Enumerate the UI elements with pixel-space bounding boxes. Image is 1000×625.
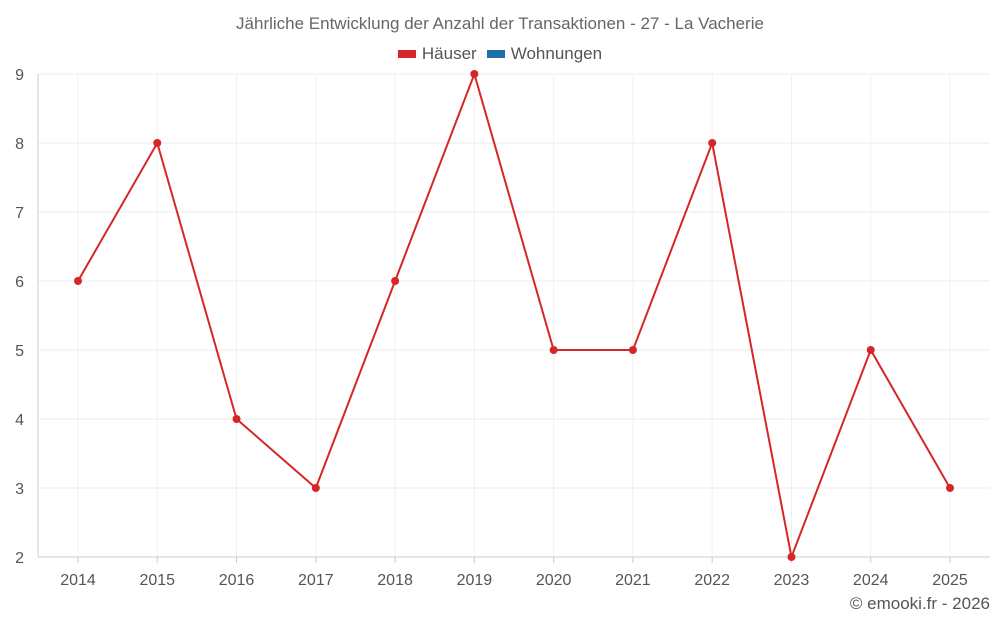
- chart-title: Jährliche Entwicklung der Anzahl der Tra…: [236, 14, 764, 33]
- x-tick-label: 2021: [615, 572, 651, 589]
- y-tick-label: 5: [15, 343, 24, 360]
- data-point: [946, 484, 954, 492]
- x-tick-label: 2020: [536, 572, 572, 589]
- credit-text: © emooki.fr - 2026: [849, 594, 990, 613]
- data-point: [866, 346, 875, 354]
- y-tick-label: 9: [15, 67, 24, 84]
- legend-swatch-haeuser: [397, 50, 416, 58]
- x-tick-label: 2017: [298, 572, 334, 589]
- legend: Häuser Wohnungen: [0, 44, 1000, 64]
- data-point: [549, 346, 558, 354]
- data-point: [232, 415, 241, 423]
- y-tick-label: 2: [15, 550, 24, 567]
- x-tick-label: 2025: [932, 572, 968, 589]
- legend-label-haeuser: Häuser: [421, 44, 477, 63]
- data-point: [153, 139, 162, 147]
- data-point: [628, 346, 637, 354]
- y-tick-label: 4: [15, 412, 24, 429]
- legend-item-haeuser[interactable]: Häuser: [397, 44, 477, 64]
- legend-label-wohnungen: Wohnungen: [510, 44, 603, 63]
- x-tick-label: 2024: [853, 572, 889, 589]
- x-tick-label: 2019: [457, 572, 493, 589]
- data-point: [787, 553, 796, 561]
- x-tick-label: 2016: [219, 572, 255, 589]
- x-tick-label: 2018: [377, 572, 413, 589]
- legend-swatch-wohnungen: [486, 50, 505, 58]
- data-point: [311, 484, 320, 492]
- x-tick-label: 2015: [139, 572, 175, 589]
- legend-item-wohnungen[interactable]: Wohnungen: [486, 44, 603, 64]
- data-point: [708, 139, 717, 147]
- series-line: [77, 70, 951, 561]
- x-tick-label: 2014: [60, 572, 96, 589]
- y-tick-label: 7: [15, 205, 24, 222]
- data-point: [74, 277, 82, 285]
- data-point: [470, 70, 479, 78]
- y-tick-label: 8: [15, 136, 24, 153]
- y-tick-label: 6: [15, 274, 24, 291]
- data-point: [391, 277, 400, 285]
- y-tick-label: 3: [15, 481, 24, 498]
- x-tick-label: 2023: [774, 572, 810, 589]
- x-tick-label: 2022: [694, 572, 730, 589]
